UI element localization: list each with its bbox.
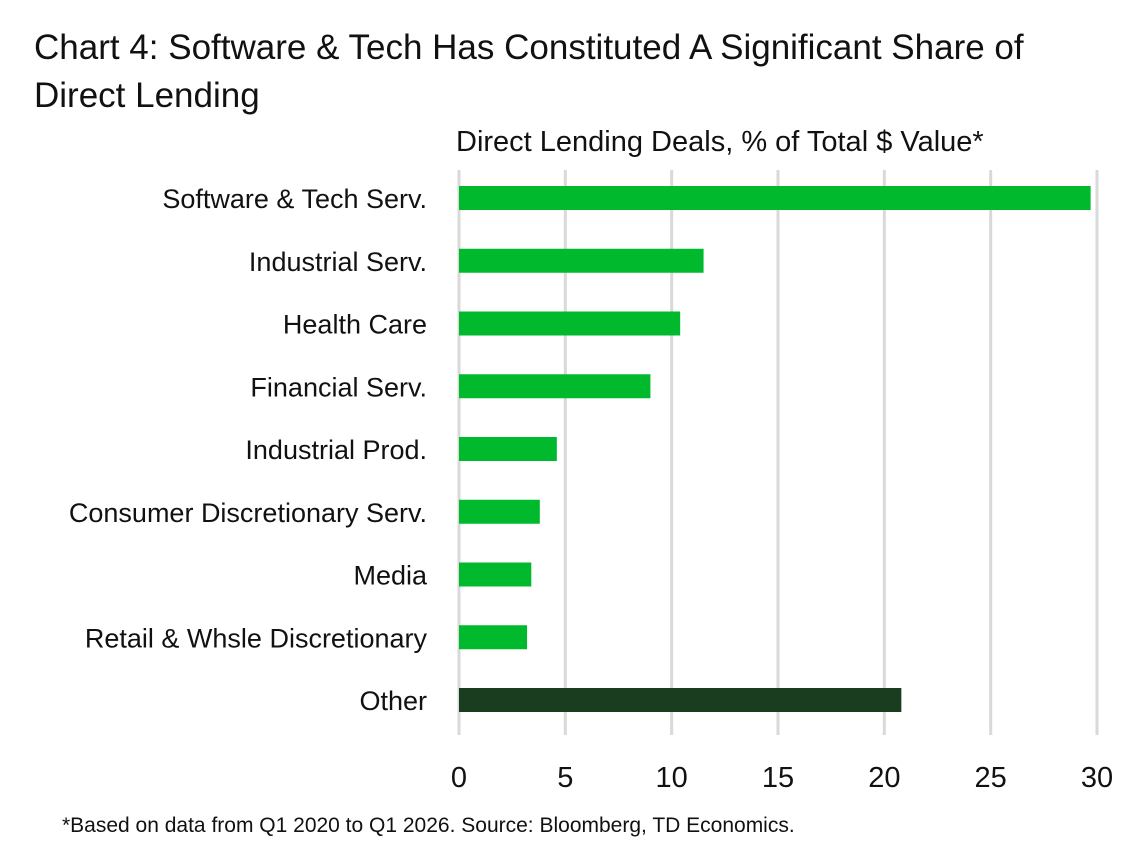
x-tick-label: 15 [762, 762, 794, 794]
category-label: Industrial Prod. [245, 435, 427, 465]
x-tick-label: 10 [656, 762, 688, 794]
x-tick-label: 30 [1081, 762, 1113, 794]
chart-title: Chart 4: Software & Tech Has Constituted… [34, 28, 1024, 115]
bar [459, 248, 704, 273]
category-label: Health Care [283, 310, 427, 340]
bar [459, 374, 651, 399]
category-label: Software & Tech Serv. [162, 184, 427, 214]
category-label: Other [359, 686, 427, 716]
category-label: Financial Serv. [250, 372, 427, 402]
category-label: Retail & Whsle Discretionary [85, 623, 428, 653]
bar [459, 311, 681, 336]
footnote: *Based on data from Q1 2020 to Q1 2026. … [62, 814, 795, 837]
bar [459, 499, 540, 524]
bar [459, 186, 1091, 210]
x-tick-label: 5 [557, 762, 573, 794]
x-tick-label: 0 [451, 762, 467, 794]
chart-subtitle: Direct Lending Deals, % of Total $ Value… [456, 126, 984, 158]
bar [459, 688, 902, 712]
category-label: Industrial Serv. [249, 247, 427, 277]
bar [459, 437, 557, 461]
x-tick-label: 25 [975, 762, 1007, 794]
bar [459, 625, 528, 650]
x-tick-label: 20 [868, 762, 900, 794]
category-label: Consumer Discretionary Serv. [69, 498, 427, 528]
bar [459, 562, 532, 587]
category-label: Media [353, 561, 428, 591]
